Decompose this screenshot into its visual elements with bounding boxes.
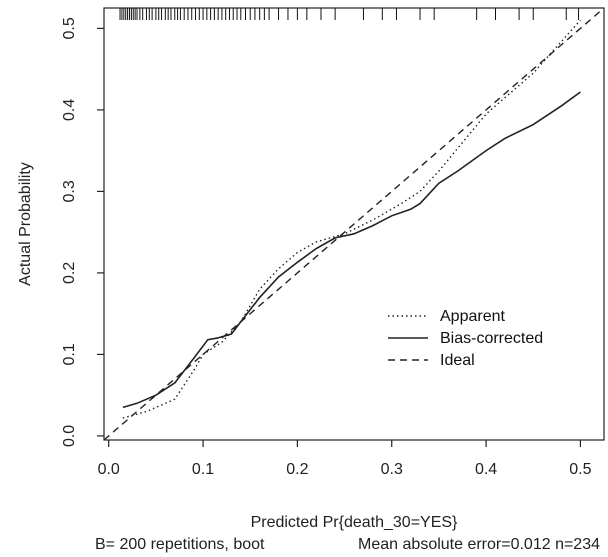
x-tick-label: 0.0 bbox=[98, 461, 120, 478]
x-tick-label: 0.2 bbox=[286, 461, 308, 478]
legend-label: Ideal bbox=[440, 352, 475, 369]
footer-error-note: Mean absolute error=0.012 n=234 bbox=[358, 536, 600, 553]
y-tick-label: 0.4 bbox=[61, 99, 78, 121]
rug-marks bbox=[119, 8, 580, 20]
y-tick-label: 0.0 bbox=[61, 425, 78, 447]
series-line-bias-corrected bbox=[122, 91, 581, 409]
plot-frame bbox=[103, 7, 605, 441]
y-tick-label: 0.2 bbox=[61, 262, 78, 284]
legend-label: Apparent bbox=[440, 308, 505, 325]
y-axis-label: Actual Probability bbox=[17, 162, 34, 286]
y-axis: 0.0 0.1 0.2 0.3 0.4 0.5 bbox=[61, 17, 104, 447]
x-tick-label: 0.5 bbox=[569, 461, 591, 478]
x-tick-label: 0.4 bbox=[475, 461, 497, 478]
x-axis: 0.0 0.1 0.2 0.3 0.4 0.5 bbox=[98, 440, 592, 478]
legend-label: Bias-corrected bbox=[440, 330, 543, 347]
x-axis-label: Predicted Pr{death_30=YES} bbox=[251, 514, 458, 531]
y-tick-label: 0.1 bbox=[61, 343, 78, 365]
legend: Apparent Bias-corrected Ideal bbox=[388, 308, 543, 369]
series-line-apparent bbox=[122, 19, 581, 419]
y-tick-label: 0.5 bbox=[61, 17, 78, 39]
series-lines bbox=[103, 7, 605, 441]
series-line-ideal bbox=[103, 7, 605, 441]
y-tick-label: 0.3 bbox=[61, 180, 78, 202]
footer-bootstrap-note: B= 200 repetitions, boot bbox=[95, 536, 265, 553]
x-tick-label: 0.3 bbox=[381, 461, 403, 478]
x-tick-label: 0.1 bbox=[192, 461, 214, 478]
